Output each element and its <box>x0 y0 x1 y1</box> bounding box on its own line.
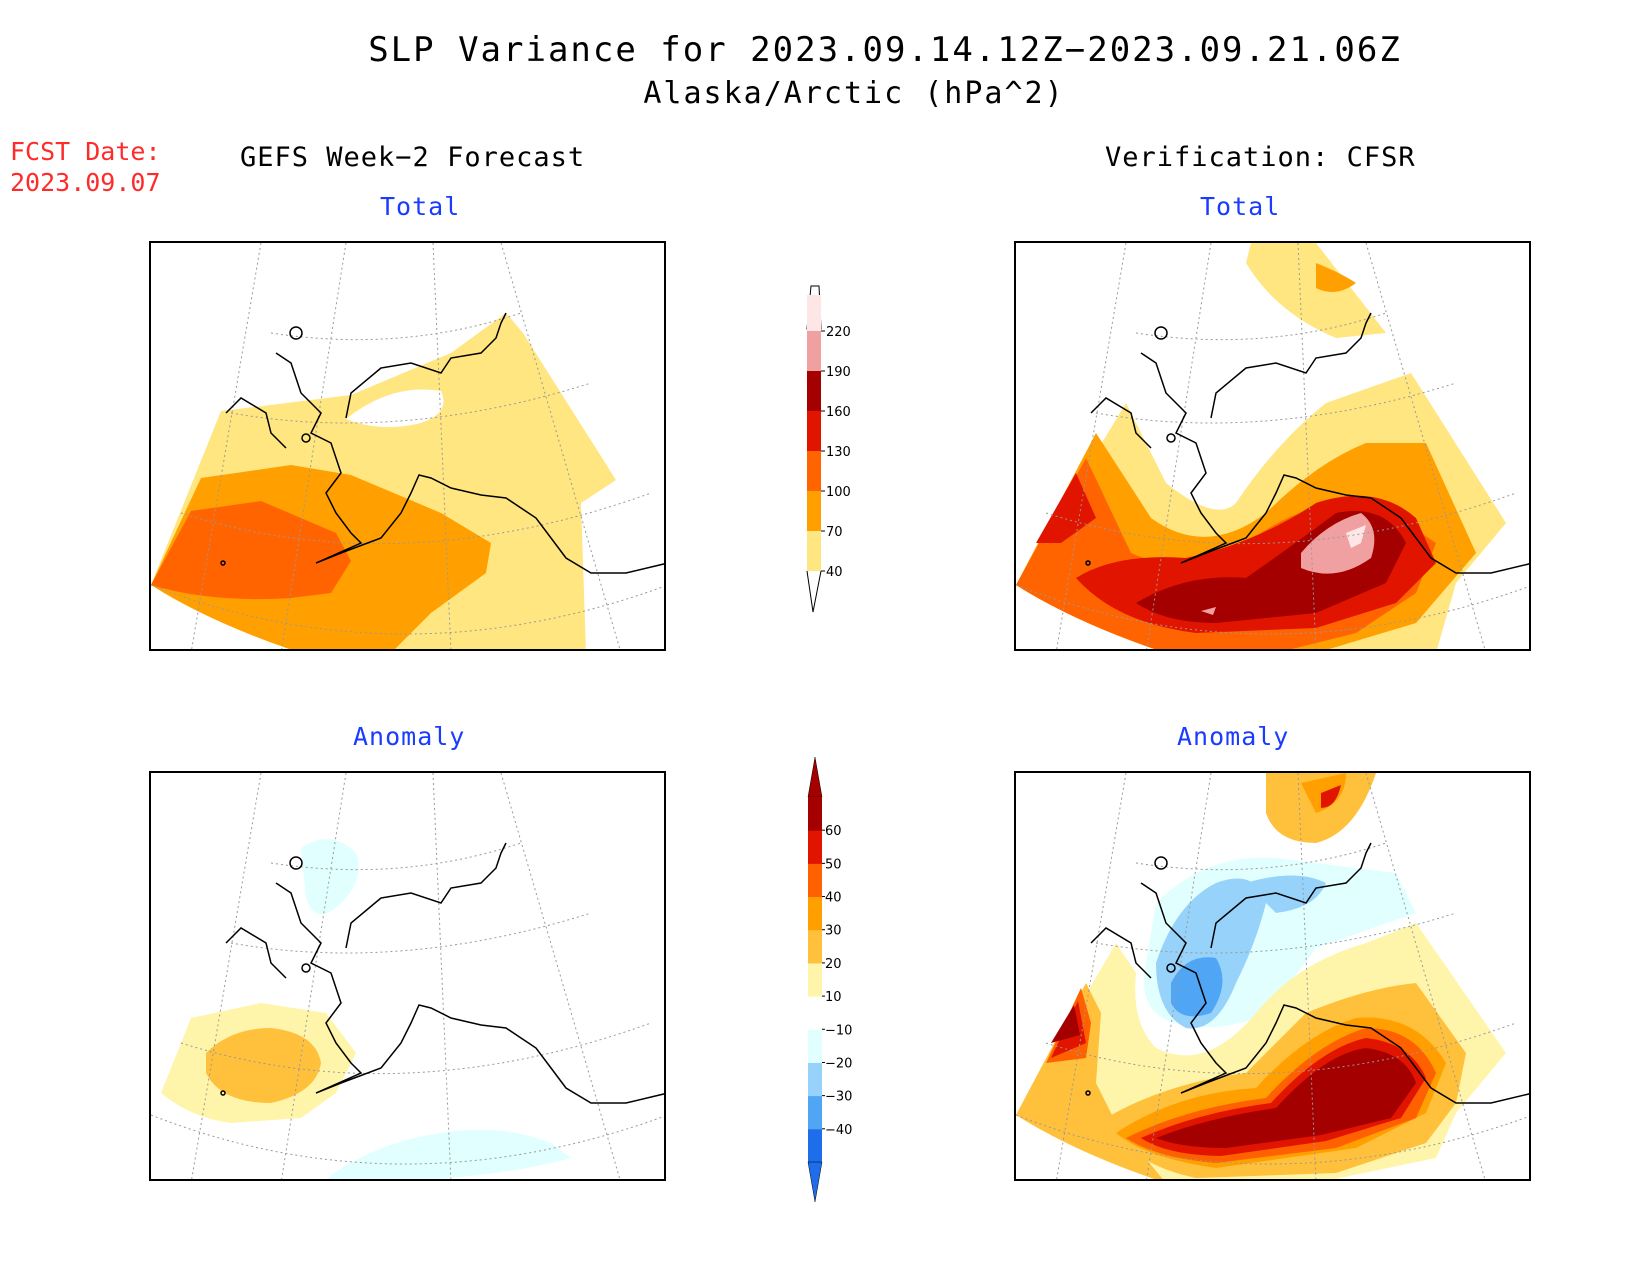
graticule <box>151 243 664 649</box>
top-left-panel-title: Total <box>380 192 461 221</box>
right-column-heading: Verification: CFSR <box>1105 142 1416 173</box>
chart-title: SLP Variance for 2023.09.14.12Z−2023.09.… <box>368 30 1402 70</box>
graticule <box>1016 243 1529 649</box>
colorbar-anomaly-segment <box>808 830 822 864</box>
colorbar-total-tick-label: 190 <box>826 365 851 380</box>
top-right-panel-title: Total <box>1200 192 1281 221</box>
coastline <box>220 842 664 1104</box>
shaded-contours <box>151 313 616 649</box>
bottom-left-panel-title: Anomaly <box>353 722 466 751</box>
colorbar-total-segment <box>807 295 821 331</box>
coastline <box>220 312 664 574</box>
colorbar-anomaly-segment <box>808 1062 822 1097</box>
colorbar-anomaly-tick-label: 30 <box>825 924 842 939</box>
forecast-anomaly-map <box>151 773 664 1179</box>
colorbar-total-segment <box>807 491 821 531</box>
colorbar-anomaly-segment <box>808 1095 822 1130</box>
left-column-heading: GEFS Week−2 Forecast <box>240 142 586 173</box>
colorbar-anomaly-tick-label: −20 <box>825 1056 852 1071</box>
colorbar-total-tick-label: 130 <box>826 445 851 460</box>
colorbar-anomaly-segment <box>808 962 822 997</box>
colorbar-total-segment <box>807 531 821 571</box>
colorbar-total-tick-label: 220 <box>826 325 851 340</box>
bottom-right-panel-title: Anomaly <box>1177 722 1290 751</box>
colorbar-total-bottom-cap <box>806 570 822 613</box>
forecast-date-value: 2023.09.07 <box>10 168 161 197</box>
colorbar-anomaly-tick-label: 50 <box>825 857 842 872</box>
colorbar-anomaly-top-cap <box>807 756 823 798</box>
verification-total-map <box>1016 243 1529 649</box>
map-panel-verification-total <box>1014 241 1531 651</box>
colorbar-anomaly-segment <box>808 863 822 898</box>
colorbar-total-tick-label: 70 <box>826 525 843 540</box>
colorbar-anomaly-segment <box>808 1128 822 1163</box>
graticule <box>1016 773 1529 1179</box>
shaded-contours <box>1016 773 1506 1179</box>
colorbar-anomaly-tick-label: −30 <box>825 1090 852 1105</box>
colorbar-anomaly-tick-label: −40 <box>825 1123 852 1138</box>
colorbar-total-segments <box>807 295 821 571</box>
colorbar-total-segment <box>807 331 821 371</box>
map-panel-verification-anomaly <box>1014 771 1531 1181</box>
map-panel-forecast-total <box>149 241 666 651</box>
shaded-contours <box>161 839 571 1179</box>
colorbar-anomaly-segment <box>808 896 822 931</box>
colorbar-anomaly-segment <box>808 996 822 1030</box>
colorbar-anomaly-segment <box>808 929 822 964</box>
colorbar-anomaly-tick-label: 10 <box>825 990 842 1005</box>
graticule <box>151 773 664 1179</box>
colorbar-anomaly-tick-label: 40 <box>825 891 842 906</box>
colorbar-anomaly-tick-label: 60 <box>825 824 842 839</box>
verification-anomaly-map <box>1016 773 1529 1179</box>
map-panel-forecast-anomaly <box>149 771 666 1181</box>
coastline <box>1085 842 1529 1104</box>
colorbar-total-tick-label: 100 <box>826 485 851 500</box>
colorbar-total-segment <box>807 371 821 411</box>
colorbar-anomaly: −40 −30 −20 −10 10 20 30 40 50 60 <box>807 756 852 1203</box>
colorbar-total: 40 70 100 130 160 190 220 <box>806 285 851 613</box>
colorbar-total-segment <box>807 451 821 491</box>
colorbar-anomaly-segment <box>808 797 822 831</box>
shaded-contours <box>1016 243 1506 649</box>
forecast-total-map <box>151 243 664 649</box>
colorbar-anomaly-segment <box>808 1029 822 1063</box>
colorbar-anomaly-bottom-cap <box>807 1161 823 1203</box>
colorbar-anomaly-tick-label: −10 <box>825 1023 852 1038</box>
chart-subtitle: Alaska/Arctic (hPa^2) <box>643 76 1065 111</box>
coastline <box>1085 312 1529 574</box>
colorbar-total-tick-label: 160 <box>826 405 851 420</box>
forecast-date-label: FCST Date: <box>10 137 161 166</box>
colorbar-total-tick-label: 40 <box>826 565 843 580</box>
colorbar-total-segment <box>807 411 821 451</box>
colorbar-anomaly-tick-label: 20 <box>825 957 842 972</box>
